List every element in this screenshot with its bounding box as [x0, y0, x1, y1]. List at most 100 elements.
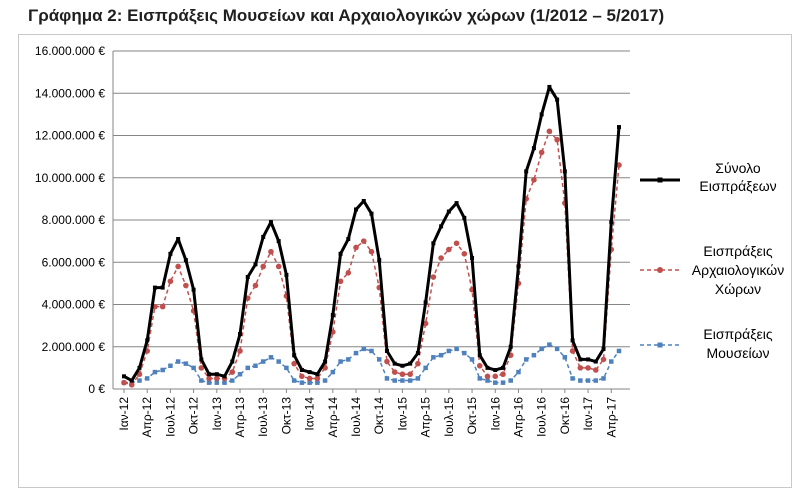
- data-point: [368, 248, 375, 255]
- data-point: [337, 278, 344, 285]
- data-point: [593, 378, 599, 383]
- data-point: [392, 378, 397, 383]
- data-point: [616, 348, 622, 354]
- chart-title: Γράφημα 2: Εισπράξεις Μουσείων και Αρχαι…: [28, 6, 665, 25]
- data-point: [400, 378, 405, 383]
- data-point: [314, 375, 321, 382]
- data-point: [609, 359, 614, 364]
- data-point: [392, 361, 397, 366]
- series-museums: [121, 342, 622, 385]
- data-point: [431, 241, 436, 246]
- data-point: [408, 361, 413, 366]
- data-point: [593, 359, 598, 364]
- data-point: [492, 373, 499, 380]
- x-tick-label: Ιουλ-15: [442, 397, 456, 437]
- data-point: [245, 365, 250, 371]
- data-point: [222, 380, 227, 385]
- series-archaeological-sites: [121, 128, 622, 388]
- data-point: [592, 367, 599, 373]
- data-point: [252, 282, 259, 289]
- x-tick-label: Οκτ-16: [558, 397, 572, 435]
- data-point: [508, 378, 513, 383]
- data-point: [461, 251, 468, 257]
- legend-swatch-marker: [657, 342, 663, 348]
- data-point: [291, 378, 297, 383]
- data-point: [214, 372, 219, 377]
- y-tick-label: 2.000.000 €: [42, 340, 106, 354]
- data-point: [586, 357, 591, 362]
- data-point: [354, 207, 359, 212]
- data-point: [485, 378, 490, 383]
- data-point: [276, 239, 281, 244]
- data-point: [183, 361, 189, 366]
- data-point: [539, 346, 544, 352]
- data-point: [137, 365, 142, 370]
- data-point: [206, 380, 212, 385]
- data-point: [199, 357, 204, 362]
- data-point: [500, 371, 506, 378]
- x-tick-label: Απρ-16: [511, 397, 525, 438]
- data-point: [462, 350, 467, 356]
- data-point: [600, 356, 607, 363]
- x-tick-label: Οκτ-12: [187, 397, 201, 435]
- data-point: [207, 372, 212, 377]
- data-point: [338, 251, 343, 256]
- data-point: [577, 365, 584, 371]
- data-point: [539, 112, 544, 117]
- data-point: [423, 300, 428, 305]
- data-point: [253, 262, 258, 267]
- x-tick-label: Ιαν-12: [117, 397, 131, 431]
- data-point: [477, 353, 482, 358]
- legend-label: Μουσείων: [706, 345, 769, 361]
- data-point: [330, 313, 335, 318]
- y-tick-label: 16.000.000 €: [35, 44, 105, 58]
- y-tick-label: 4.000.000 €: [42, 298, 106, 312]
- data-point: [191, 365, 196, 371]
- data-point: [199, 378, 204, 383]
- data-point: [323, 359, 328, 364]
- data-point: [230, 359, 235, 364]
- data-point: [578, 357, 583, 362]
- data-point: [524, 169, 529, 174]
- x-tick-label: Οκτ-13: [279, 397, 293, 435]
- series-archaeological-sites-line: [123, 130, 620, 386]
- data-point: [609, 220, 614, 225]
- legend-item: Εισπράξεις Αρχαιολογικών Χώρων: [640, 243, 784, 297]
- data-point: [253, 363, 258, 369]
- data-point: [299, 373, 305, 380]
- data-point: [578, 378, 583, 383]
- data-point: [291, 360, 297, 367]
- data-point: [516, 264, 521, 269]
- data-point: [299, 367, 304, 372]
- data-point: [168, 251, 173, 256]
- data-point: [307, 380, 312, 385]
- data-point: [617, 125, 621, 130]
- y-tick-label: 12.000.000 €: [35, 129, 105, 143]
- data-point: [237, 348, 243, 354]
- data-point: [353, 244, 359, 251]
- data-point: [260, 263, 267, 270]
- data-point: [346, 237, 351, 242]
- data-point: [237, 371, 243, 377]
- data-point: [562, 355, 568, 360]
- data-point: [438, 255, 444, 261]
- data-point: [470, 256, 475, 261]
- data-point: [508, 344, 513, 349]
- data-point: [214, 375, 220, 382]
- data-point: [446, 246, 452, 253]
- data-point: [338, 359, 343, 364]
- data-point: [531, 352, 537, 358]
- data-point: [415, 351, 420, 356]
- data-point: [176, 237, 181, 242]
- series-total: [122, 84, 621, 383]
- x-tick-label: Οκτ-14: [372, 397, 386, 435]
- data-point: [159, 303, 166, 310]
- data-point: [229, 369, 236, 375]
- data-point: [430, 274, 437, 280]
- data-point: [369, 348, 374, 354]
- x-tick-label: Απρ-14: [326, 397, 340, 438]
- data-point: [546, 128, 553, 135]
- data-point: [129, 378, 134, 383]
- data-point: [462, 215, 467, 220]
- x-tick-label: Ιαν-15: [395, 397, 409, 431]
